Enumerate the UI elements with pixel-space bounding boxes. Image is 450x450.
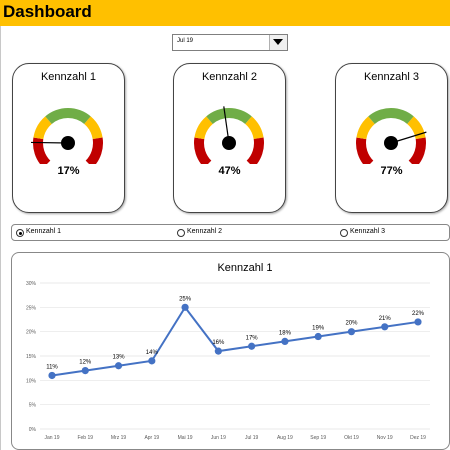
data-point	[281, 337, 289, 345]
data-label: 21%	[379, 316, 392, 322]
x-tick-label: Jan 19	[44, 435, 59, 441]
data-point	[48, 371, 56, 380]
data-point	[148, 357, 156, 365]
header-bar: Dashboard	[0, 0, 450, 26]
chevron-down-icon	[273, 39, 283, 45]
y-tick-label: 20%	[26, 330, 37, 336]
data-label: 17%	[246, 335, 259, 341]
radio-label: Kennzahl 1	[26, 228, 62, 235]
gauge-value: 47%	[218, 165, 241, 177]
data-point	[214, 347, 222, 355]
gauge-2	[194, 106, 264, 164]
x-tick-label: Mrz 19	[111, 435, 127, 441]
data-label: 16%	[212, 340, 225, 346]
frame-border	[0, 26, 1, 450]
gauge-3	[356, 108, 427, 164]
radio-label: Kennzahl 3	[350, 228, 386, 235]
x-tick-label: Sep 19	[310, 435, 326, 441]
gauge-1	[30, 108, 103, 164]
chart-title: Kennzahl 1	[217, 262, 272, 274]
x-tick-label: Aug 19	[277, 435, 293, 441]
series-line	[51, 305, 419, 377]
dropdown-button[interactable]	[269, 35, 287, 50]
y-tick-label: 5%	[29, 403, 37, 409]
y-tick-label: 15%	[26, 354, 37, 360]
data-label: 25%	[179, 296, 192, 302]
month-dropdown[interactable]: Jul 19	[172, 34, 288, 51]
data-label: 19%	[312, 326, 325, 332]
gauge-band-0	[356, 137, 374, 164]
gauge-band-4	[408, 137, 426, 164]
data-label: 14%	[146, 350, 159, 356]
x-tick-label: Jul 19	[245, 435, 259, 441]
data-point	[248, 342, 256, 350]
data-point	[114, 362, 123, 370]
gauge-band-2	[45, 108, 91, 124]
data-label: 13%	[113, 355, 126, 361]
x-tick-label: Dez 19	[410, 435, 426, 441]
gauge-band-4	[85, 137, 103, 164]
radio-button-icon[interactable]	[340, 229, 348, 237]
kpi-radio-group: Kennzahl 1 Kennzahl 2 Kennzahl 3	[11, 224, 450, 241]
line-chart: Kennzahl 1 0% 5% 10% 15% 20% 25% 30% Jan 19 Feb 1…	[26, 262, 430, 441]
data-point	[314, 332, 322, 341]
gauge-band-4	[246, 137, 264, 164]
gauge-band-3	[84, 116, 103, 140]
y-tick-label: 30%	[26, 281, 37, 287]
gauge-card-2: Kennzahl 2 47%	[173, 63, 286, 213]
x-tick-label: Jun 19	[211, 435, 226, 441]
month-dropdown-value: Jul 19	[177, 38, 194, 44]
gauge-band-1	[194, 116, 213, 140]
x-tick-label: Feb 19	[77, 435, 93, 441]
radio-button-icon[interactable]	[177, 229, 185, 237]
x-tick-label: Nov 19	[377, 435, 393, 441]
gauge-band-3	[245, 116, 264, 140]
x-tick-label: Apr 19	[144, 435, 159, 441]
y-tick-label: 0%	[29, 427, 37, 433]
data-point	[81, 367, 89, 375]
gauge-title: Kennzahl 3	[363, 71, 420, 83]
data-label: 18%	[279, 330, 292, 336]
gauge-band-1	[33, 116, 52, 140]
gauge-band-2	[206, 108, 252, 124]
data-point	[414, 318, 422, 326]
gauge-title: Kennzahl 2	[201, 71, 258, 83]
gauge-card-3: Kennzahl 3 77%	[335, 63, 448, 213]
line-chart-panel: Kennzahl 1 0% 5% 10% 15% 20% 25% 30% Jan 19 Feb 1…	[11, 252, 450, 450]
gauge-title: Kennzahl 1	[40, 71, 97, 83]
data-point	[181, 303, 189, 311]
page-title: Dashboard	[3, 2, 92, 21]
y-tick-label: 25%	[26, 305, 37, 311]
x-tick-label: Mai 19	[178, 435, 193, 441]
gauge-hub	[61, 136, 75, 150]
data-label: 20%	[345, 321, 358, 327]
data-label: 12%	[79, 360, 92, 366]
radio-label: Kennzahl 2	[187, 228, 223, 235]
data-label: 22%	[412, 311, 425, 317]
data-point	[347, 328, 356, 336]
gauge-band-1	[356, 116, 375, 140]
x-tick-label: Okt 19	[344, 435, 359, 441]
gauge-hub	[222, 136, 236, 150]
radio-button-icon[interactable]	[16, 229, 24, 237]
gauge-value: 17%	[57, 165, 80, 177]
gauge-card-1: Kennzahl 1 17%	[12, 63, 125, 213]
y-tick-label: 10%	[26, 378, 37, 384]
gauge-value: 77%	[380, 165, 403, 177]
data-point	[381, 323, 389, 331]
gauge-band-2	[368, 108, 414, 124]
gauge-band-0	[33, 137, 51, 164]
data-label: 11%	[46, 364, 58, 370]
gauge-band-0	[194, 137, 212, 164]
gauge-hub	[384, 136, 398, 150]
